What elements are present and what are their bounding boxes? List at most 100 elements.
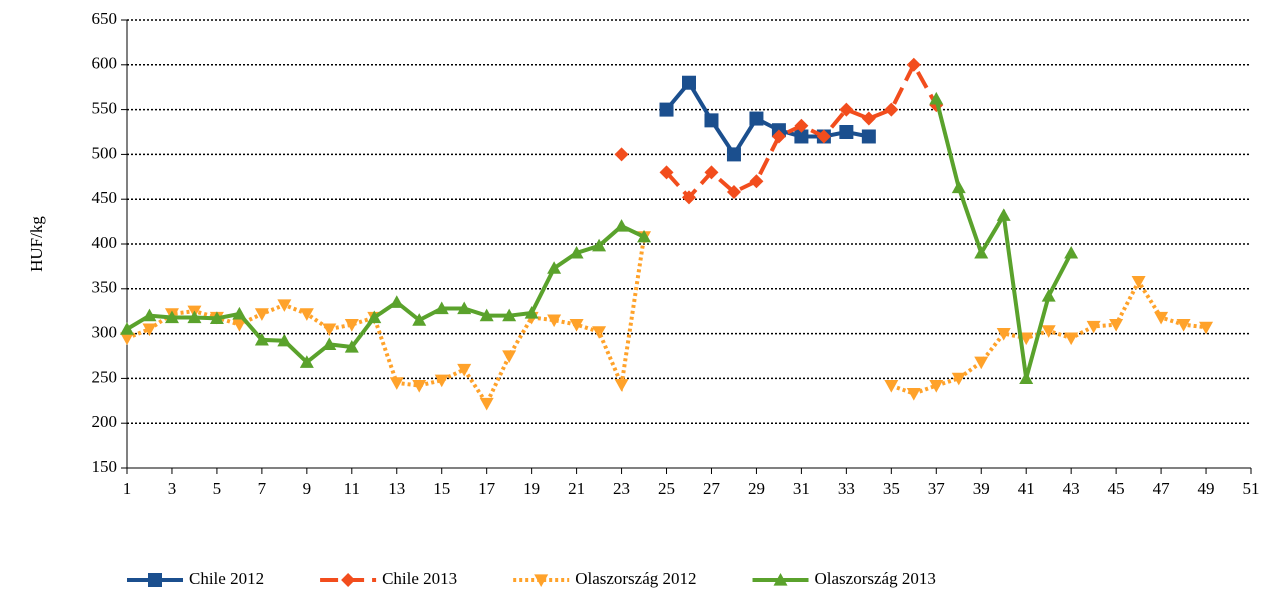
y-tick-label: 200: [92, 412, 118, 431]
marker: [906, 388, 921, 401]
marker: [951, 372, 966, 386]
marker: [749, 111, 764, 126]
marker: [861, 111, 876, 126]
marker: [592, 326, 607, 339]
y-tick-label: 550: [92, 99, 118, 118]
x-tick-label: 33: [838, 479, 855, 498]
marker: [592, 238, 607, 252]
x-tick-label: 7: [258, 479, 267, 498]
marker: [1064, 245, 1079, 259]
marker: [322, 323, 337, 337]
marker: [1154, 311, 1169, 325]
x-tick-label: 19: [523, 479, 540, 498]
marker: [839, 102, 854, 117]
marker: [412, 379, 427, 393]
marker: [1176, 319, 1191, 332]
x-tick-label: 15: [433, 479, 450, 498]
y-tick-label: 600: [92, 54, 118, 73]
legend-label: Chile 2013: [382, 569, 457, 588]
x-tick-label: 45: [1108, 479, 1125, 498]
marker: [502, 350, 517, 363]
y-tick-label: 450: [92, 188, 118, 207]
marker: [164, 310, 179, 324]
y-tick-label: 500: [92, 143, 118, 162]
x-tick-label: 1: [123, 479, 132, 498]
x-tick-label: 25: [658, 479, 675, 498]
y-tick-label: 150: [92, 457, 118, 476]
legend-marker: [148, 573, 162, 587]
marker: [929, 379, 944, 393]
marker: [322, 337, 337, 350]
marker: [209, 311, 224, 324]
marker: [277, 333, 292, 347]
marker: [502, 308, 517, 322]
legend-marker: [534, 574, 549, 587]
y-tick-label: 350: [92, 278, 118, 297]
x-tick-label: 9: [303, 479, 312, 498]
legend-label: Olaszország 2012: [575, 569, 696, 588]
marker: [299, 355, 314, 368]
marker: [277, 299, 292, 312]
series-line: [664, 79, 870, 159]
marker: [434, 374, 449, 388]
marker: [659, 165, 674, 180]
marker: [974, 245, 989, 259]
marker: [120, 322, 134, 335]
marker: [704, 113, 719, 128]
marker: [659, 102, 674, 117]
marker: [232, 319, 247, 332]
marker: [344, 319, 359, 332]
marker: [794, 118, 809, 133]
marker: [637, 229, 652, 243]
x-tick-label: 11: [344, 479, 360, 498]
marker: [1019, 371, 1034, 384]
marker: [187, 310, 202, 324]
marker: [120, 332, 134, 346]
marker: [389, 377, 404, 390]
marker: [434, 301, 449, 315]
marker: [1041, 288, 1056, 302]
marker: [974, 356, 989, 370]
x-tick-label: 39: [973, 479, 990, 498]
marker: [254, 332, 269, 346]
x-tick-label: 41: [1018, 479, 1035, 498]
marker: [614, 219, 629, 232]
x-tick-label: 17: [478, 479, 496, 498]
marker: [726, 185, 741, 200]
x-tick-label: 51: [1243, 479, 1260, 498]
marker: [884, 379, 899, 393]
marker: [367, 310, 382, 324]
x-tick-label: 5: [213, 479, 222, 498]
x-tick-label: 35: [883, 479, 900, 498]
x-tick-label: 49: [1198, 479, 1215, 498]
marker: [682, 75, 696, 90]
x-tick-label: 29: [748, 479, 765, 498]
marker: [951, 180, 966, 194]
marker: [614, 147, 629, 162]
marker: [142, 308, 157, 322]
marker: [1019, 332, 1034, 346]
marker: [299, 308, 314, 321]
x-tick-label: 27: [703, 479, 721, 498]
x-tick-label: 21: [568, 479, 585, 498]
x-tick-label: 47: [1153, 479, 1171, 498]
marker: [232, 306, 247, 320]
marker: [1064, 332, 1079, 346]
marker: [547, 261, 562, 274]
legend-label: Olaszország 2013: [815, 569, 936, 588]
marker: [996, 328, 1011, 341]
y-tick-label: 400: [92, 233, 118, 252]
marker: [749, 174, 764, 189]
marker: [996, 208, 1011, 221]
marker: [479, 308, 494, 322]
marker: [839, 125, 854, 139]
marker: [1041, 325, 1056, 338]
marker: [524, 305, 539, 319]
y-tick-label: 300: [92, 323, 118, 342]
marker: [906, 57, 921, 72]
marker: [816, 129, 831, 144]
marker: [457, 363, 472, 377]
x-tick-label: 37: [928, 479, 946, 498]
marker: [1199, 321, 1214, 335]
